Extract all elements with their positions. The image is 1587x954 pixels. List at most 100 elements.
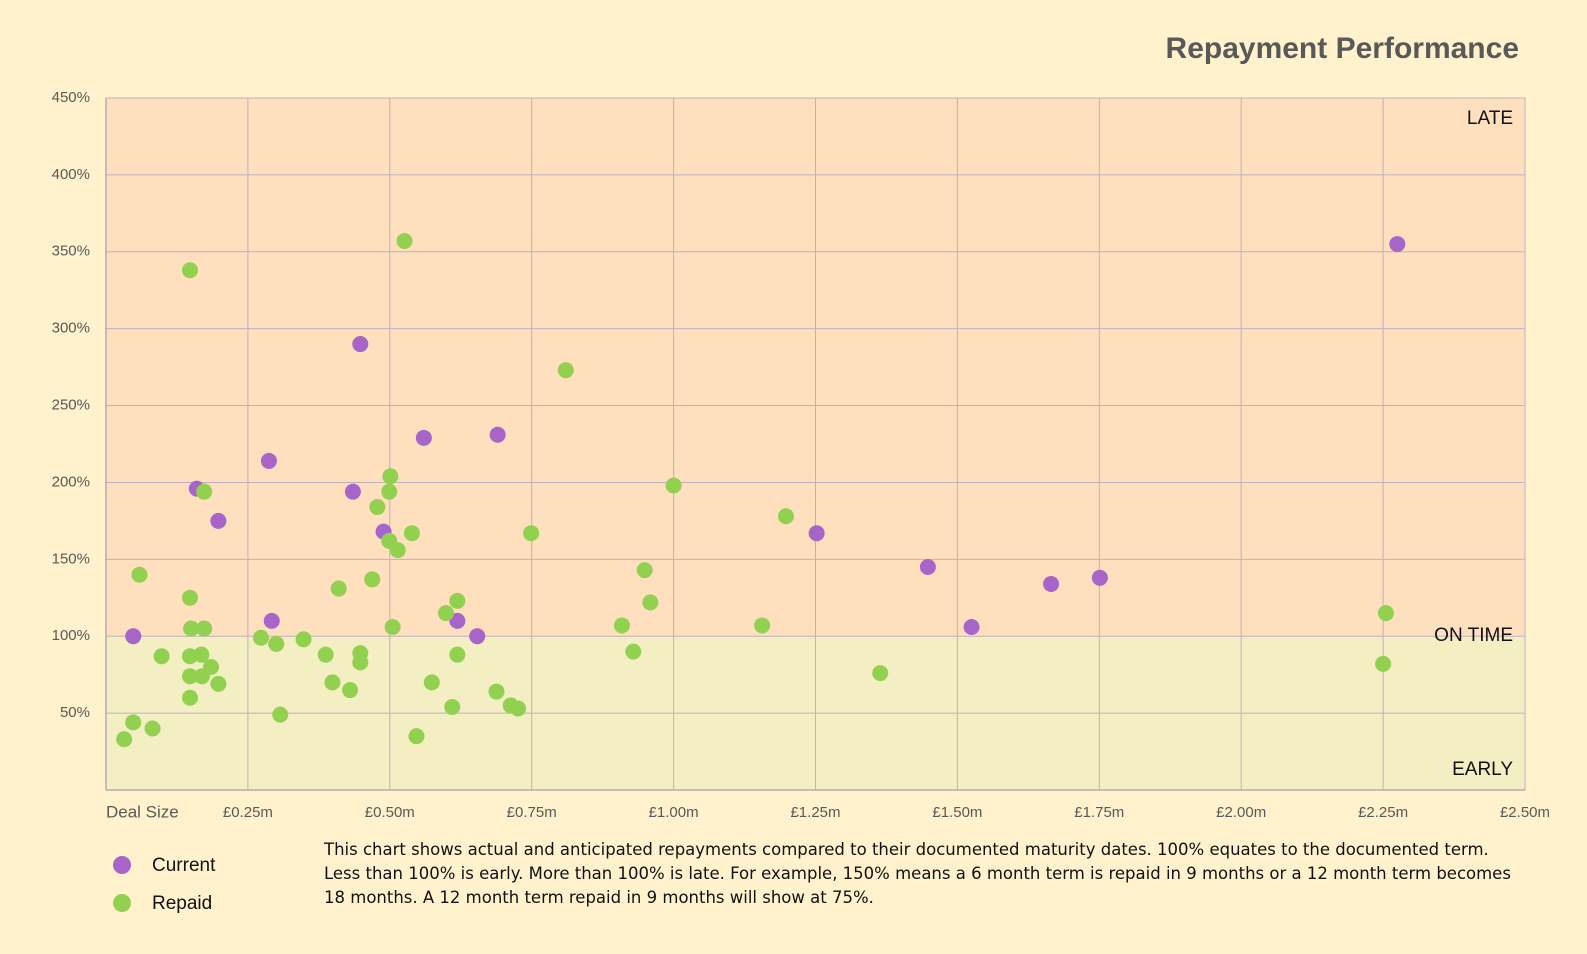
point: [963, 618, 980, 635]
x-axis-label: Deal Size: [106, 802, 179, 821]
x-tick-label: £0.50m: [365, 804, 415, 821]
point: [449, 612, 466, 629]
point: [1377, 605, 1394, 622]
point: [423, 674, 440, 691]
point: [449, 592, 466, 609]
point: [344, 483, 361, 500]
x-tick-label: £1.75m: [1074, 804, 1124, 821]
point: [263, 612, 280, 629]
point: [342, 682, 359, 699]
point: [389, 542, 406, 559]
point: [295, 631, 312, 648]
point: [153, 648, 170, 665]
point: [125, 628, 142, 645]
zone-label: LATE: [1467, 108, 1513, 129]
point: [408, 728, 425, 745]
point: [489, 426, 506, 443]
point: [330, 580, 347, 597]
point: [488, 683, 505, 700]
point: [182, 689, 199, 706]
point: [252, 629, 269, 646]
point: [268, 635, 285, 652]
legend-marker: [113, 856, 131, 874]
point: [415, 429, 432, 446]
y-tick-label: 100%: [52, 627, 90, 644]
legend-label: Repaid: [152, 893, 212, 914]
point: [613, 617, 630, 634]
zone-label: ON TIME: [1434, 625, 1513, 646]
x-tick-label: £1.50m: [932, 804, 982, 821]
point: [364, 571, 381, 588]
point: [182, 262, 199, 279]
point: [1375, 655, 1392, 672]
chart-title: Repayment Performance: [1166, 32, 1519, 65]
point: [919, 559, 936, 576]
point: [196, 620, 213, 637]
point: [437, 605, 454, 622]
point: [210, 512, 227, 529]
point: [272, 706, 289, 723]
point: [125, 714, 142, 731]
point: [193, 668, 210, 685]
y-tick-label: 200%: [52, 473, 90, 490]
point: [777, 508, 794, 525]
x-tick-label: £2.00m: [1216, 804, 1266, 821]
description: This chart shows actual and anticipated …: [324, 840, 1511, 907]
x-tick-label: £0.25m: [223, 804, 273, 821]
point: [510, 700, 527, 717]
legend-label: Current: [152, 855, 216, 876]
x-tick-label: £1.25m: [790, 804, 840, 821]
point: [1389, 236, 1406, 253]
point: [384, 618, 401, 635]
point: [557, 362, 574, 379]
y-tick-label: 350%: [52, 243, 90, 260]
point: [260, 452, 277, 469]
y-tick-label: 300%: [52, 320, 90, 337]
point: [403, 525, 420, 542]
y-tick-label: 150%: [52, 550, 90, 567]
point: [523, 525, 540, 542]
y-tick-label: 250%: [52, 397, 90, 414]
point: [1043, 575, 1060, 592]
point: [444, 698, 461, 715]
point: [131, 566, 148, 583]
y-tick-label: 400%: [52, 166, 90, 183]
point: [183, 620, 200, 637]
point: [182, 668, 199, 685]
plot-border: [105, 97, 1526, 791]
x-tick-label: £2.50m: [1500, 804, 1550, 821]
x-tick-label: £0.75m: [507, 804, 557, 821]
point: [808, 525, 825, 542]
point: [324, 674, 341, 691]
point: [182, 589, 199, 606]
point: [396, 233, 413, 250]
point: [210, 675, 227, 692]
point: [352, 654, 369, 671]
point: [369, 499, 386, 516]
zone-label: EARLY: [1452, 759, 1513, 780]
point: [469, 628, 486, 645]
point: [193, 646, 210, 663]
point: [636, 562, 653, 579]
point: [665, 477, 682, 494]
point: [754, 617, 771, 634]
point: [317, 646, 334, 663]
x-tick-label: £2.25m: [1358, 804, 1408, 821]
point: [382, 468, 399, 485]
point: [625, 643, 642, 660]
point: [872, 665, 889, 682]
point: [449, 646, 466, 663]
y-tick-label: 450%: [52, 89, 90, 106]
y-tick-label: 50%: [60, 704, 90, 721]
point: [196, 483, 213, 500]
legend-marker: [113, 894, 131, 912]
point: [1091, 569, 1108, 586]
point: [116, 731, 133, 748]
point: [144, 720, 161, 737]
point: [381, 483, 398, 500]
x-tick-label: £1.00m: [649, 804, 699, 821]
point: [642, 594, 659, 611]
point: [352, 336, 369, 353]
